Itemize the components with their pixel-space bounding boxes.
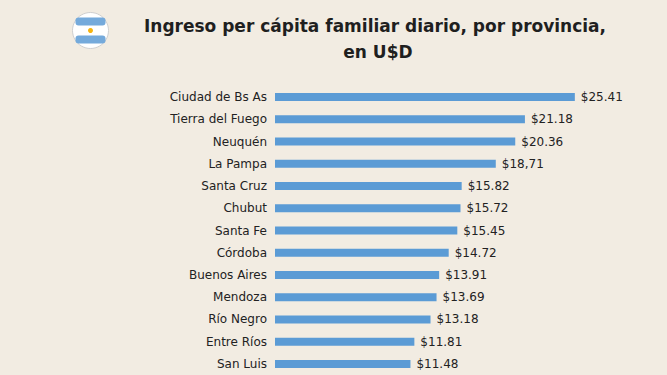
svg-text:en U$D: en U$D (337, 42, 412, 62)
svg-text:$15.72: $15.72 (466, 201, 508, 215)
svg-text:Santa Fe: Santa Fe (215, 224, 267, 238)
svg-text:$25.41: $25.41 (581, 90, 623, 104)
svg-text:$13.18: $13.18 (437, 312, 479, 326)
svg-text:Buenos Aires: Buenos Aires (189, 268, 267, 282)
svg-text:$15.45: $15.45 (463, 224, 505, 238)
svg-text:San Luis: San Luis (217, 357, 267, 371)
svg-text:Entre Ríos: Entre Ríos (206, 335, 267, 349)
svg-text:$18,71: $18,71 (502, 157, 544, 171)
svg-text:Santa Cruz: Santa Cruz (201, 179, 267, 193)
svg-text:$21.18: $21.18 (531, 112, 573, 126)
svg-text:$11.81: $11.81 (420, 335, 462, 349)
svg-text:Ingreso per cápita familiar di: Ingreso per cápita familiar diario, por … (144, 16, 606, 36)
svg-text:Córdoba: Córdoba (217, 246, 267, 260)
svg-text:Río Negro: Río Negro (208, 312, 267, 326)
svg-text:$13.69: $13.69 (443, 290, 485, 304)
svg-text:$13.91: $13.91 (445, 268, 487, 282)
svg-text:$11.48: $11.48 (416, 357, 458, 371)
svg-text:$15.82: $15.82 (468, 179, 510, 193)
svg-text:La Pampa: La Pampa (208, 157, 267, 171)
svg-text:$20.36: $20.36 (521, 135, 563, 149)
svg-text:Tierra del Fuego: Tierra del Fuego (169, 112, 267, 126)
svg-text:Chubut: Chubut (223, 201, 267, 215)
svg-text:$14.72: $14.72 (455, 246, 497, 260)
svg-text:Neuquén: Neuquén (213, 135, 267, 149)
svg-text:Mendoza: Mendoza (213, 290, 267, 304)
svg-text:Ciudad de Bs As: Ciudad de Bs As (170, 90, 267, 104)
